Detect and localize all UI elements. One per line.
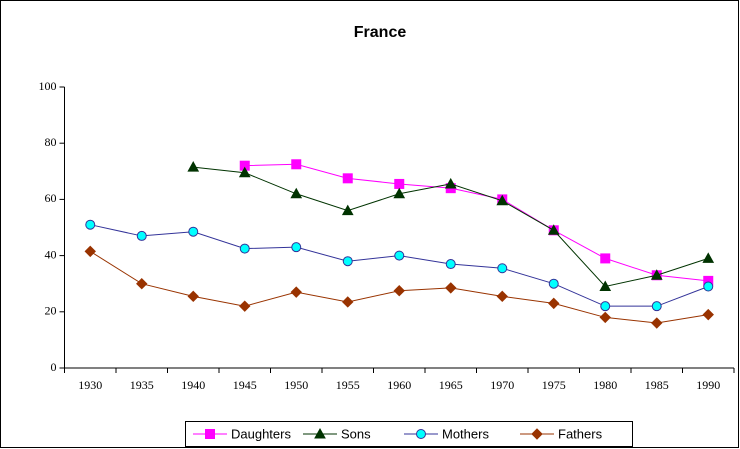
data-point [547, 224, 560, 235]
data-point [445, 259, 456, 270]
data-point [600, 253, 611, 264]
data-point [290, 286, 302, 298]
x-tick-label: 1950 [284, 378, 308, 392]
legend-marker [205, 429, 215, 439]
x-tick-label: 1955 [336, 378, 360, 392]
data-point [341, 204, 354, 216]
data-point [85, 219, 96, 230]
data-point [342, 173, 353, 184]
x-tick-label: 1990 [696, 378, 720, 392]
data-point [188, 226, 199, 237]
data-point [394, 178, 405, 189]
data-point [497, 263, 508, 274]
data-point [702, 252, 715, 263]
legend-label: Daughters [231, 426, 291, 441]
y-tick-label: 80 [45, 135, 57, 149]
data-point [703, 281, 714, 292]
data-point [702, 308, 714, 321]
data-point [394, 250, 405, 261]
legend-marker [416, 429, 426, 439]
y-tick-label: 20 [45, 304, 57, 318]
y-tick-label: 100 [39, 79, 57, 93]
data-point [84, 245, 96, 258]
data-point [496, 194, 509, 206]
legend-marker [314, 427, 326, 439]
data-point [445, 282, 457, 294]
data-point [290, 187, 303, 199]
data-point [651, 317, 663, 329]
data-point [187, 290, 199, 303]
data-point [239, 243, 250, 254]
data-point [136, 277, 148, 290]
data-point [136, 230, 147, 241]
data-point [238, 166, 251, 178]
data-point [393, 187, 406, 199]
series-line [244, 163, 709, 282]
y-tick-label: 0 [51, 360, 57, 374]
legend-label: Mothers [442, 426, 489, 441]
data-point [651, 301, 662, 312]
x-tick-label: 1965 [439, 378, 463, 392]
data-point [342, 296, 354, 308]
data-point [600, 301, 611, 312]
data-point [291, 159, 302, 170]
x-tick-label: 1970 [490, 378, 514, 392]
data-point [291, 242, 302, 253]
x-tick-label: 1985 [645, 378, 669, 392]
y-tick-label: 40 [45, 247, 57, 261]
x-tick-label: 1940 [181, 378, 205, 392]
data-point [650, 269, 663, 280]
x-tick-label: 1975 [542, 378, 566, 392]
data-point [393, 285, 405, 297]
data-point [239, 300, 251, 312]
x-tick-label: 1935 [130, 378, 154, 392]
x-tick-label: 1960 [387, 378, 411, 392]
legend-label: Fathers [558, 426, 603, 441]
x-tick-label: 1945 [233, 378, 257, 392]
y-tick-label: 60 [45, 191, 57, 205]
x-tick-label: 1980 [593, 378, 617, 392]
data-point [187, 161, 200, 172]
data-point [496, 290, 508, 303]
chart-title: France [354, 24, 407, 41]
data-point [444, 177, 457, 189]
data-point [599, 280, 612, 292]
data-point [548, 278, 559, 289]
legend-marker [531, 428, 543, 440]
data-point [599, 311, 611, 324]
data-point [548, 297, 560, 310]
data-point [342, 256, 353, 267]
legend-label: Sons [341, 426, 371, 441]
x-tick-label: 1930 [78, 378, 102, 392]
